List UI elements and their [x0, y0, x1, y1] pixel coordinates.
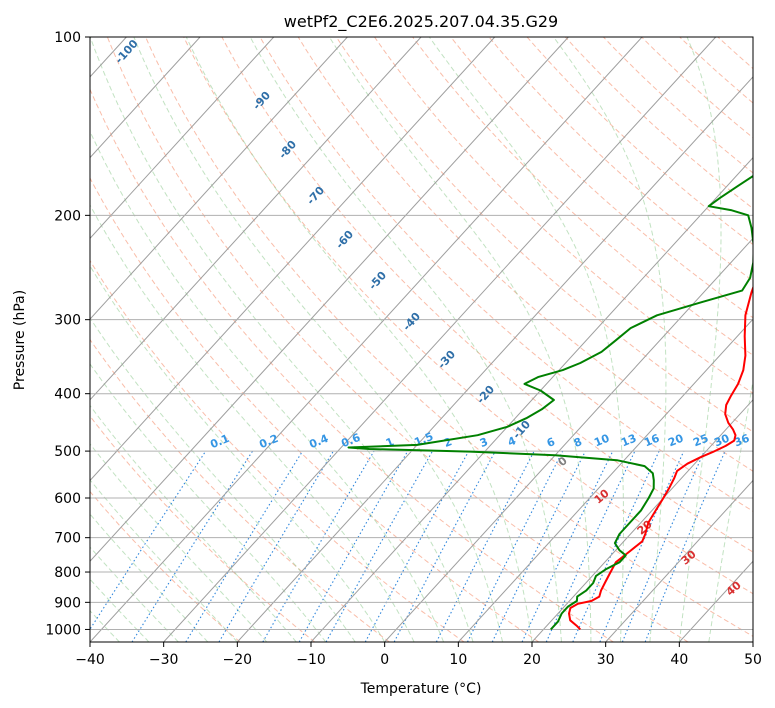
dry-adiabat — [90, 415, 316, 642]
mixing-ratio-label: 1 — [384, 435, 396, 450]
y-tick-label: 400 — [54, 387, 81, 403]
dry-adiabat — [412, 37, 753, 356]
y-tick-label: 500 — [54, 444, 81, 460]
moist-adiabat — [428, 37, 624, 642]
moist-adiabat — [328, 37, 592, 642]
mixing-ratio-line — [621, 450, 705, 642]
moist-adiabat — [90, 479, 238, 642]
mixing-ratio-label: 3 — [478, 435, 490, 450]
moist-adiabat — [90, 546, 179, 642]
mixing-ratio-label: 2 — [442, 435, 454, 450]
moist-adiabat — [90, 264, 386, 642]
dry-adiabat — [90, 338, 390, 642]
y-tick-label: 700 — [54, 531, 81, 547]
mixing-ratio-line — [90, 450, 207, 631]
dry-adiabat — [183, 37, 753, 595]
y-tick-label: 100 — [54, 30, 81, 46]
moist-adiabat — [553, 37, 667, 642]
moist-adiabat — [708, 378, 753, 642]
dry-adiabat — [90, 88, 614, 642]
moist-adiabat — [249, 37, 562, 642]
x-tick-label: −30 — [149, 652, 179, 668]
moist-adiabat — [90, 204, 415, 642]
isotherm — [90, 37, 275, 240]
axis-ticks: −40 −30 −20 −10 0 10 20 30 40 50 100 200 300 400 500 60… — [45, 30, 762, 668]
dry-adiabat — [335, 37, 753, 433]
mixing-ratio-label: 16 — [642, 432, 661, 450]
x-tick-label: 0 — [380, 652, 389, 668]
dry-adiabat — [106, 37, 689, 642]
mixing-ratio-line — [325, 450, 433, 642]
moist-adiabat — [678, 37, 722, 642]
mixing-ratio-line — [572, 450, 660, 642]
moist-adiabat — [90, 578, 150, 642]
x-tick-label: −40 — [75, 652, 105, 668]
dewpoint-profile-line — [347, 174, 753, 631]
mixing-ratio-line — [185, 450, 304, 642]
dry-adiabat — [297, 37, 753, 472]
mixing-ratio-line — [131, 450, 254, 642]
moist-adiabat — [133, 37, 503, 642]
y-tick-label: 600 — [54, 491, 81, 507]
mixing-ratio-line — [467, 450, 564, 642]
profile-lines — [347, 174, 753, 631]
x-tick-label: 20 — [523, 652, 541, 668]
y-tick-label: 300 — [54, 313, 81, 329]
mixing-ratio-label: 36 — [732, 432, 751, 450]
isotherm — [90, 37, 496, 482]
dry-adiabat — [221, 37, 753, 553]
y-tick-label: 200 — [54, 208, 81, 224]
mixing-ratio-line — [393, 450, 496, 642]
isotherm — [90, 37, 422, 401]
y-tick-label: 800 — [54, 565, 81, 581]
x-tick-label: 40 — [670, 652, 688, 668]
moist-adiabat — [90, 317, 356, 642]
isotherm — [236, 76, 753, 642]
moist-adiabat — [185, 37, 533, 642]
x-axis-label: Temperature (°C) — [360, 681, 482, 697]
mixing-ratio-label: 10 — [592, 432, 611, 450]
mixing-ratio-label: 13 — [619, 432, 638, 450]
isotherm — [90, 37, 569, 563]
isotherm — [90, 37, 643, 642]
y-tick-label: 1000 — [45, 622, 81, 638]
isotherm — [531, 399, 753, 642]
x-tick-label: 10 — [449, 652, 467, 668]
isotherm — [90, 37, 348, 320]
moist-adiabat — [90, 443, 268, 642]
mixing-ratio-line — [364, 450, 470, 642]
temperature-profile-line — [568, 285, 753, 631]
moist-adiabat — [90, 513, 209, 642]
moist-adiabat — [90, 404, 297, 642]
y-axis-label: Pressure (hPa) — [12, 290, 28, 390]
moist-adiabat — [90, 37, 474, 642]
x-tick-label: 50 — [744, 652, 762, 668]
mixing-ratio-label: 8 — [572, 435, 584, 450]
plot-frame — [89, 36, 754, 643]
mixing-ratio-label: 20 — [666, 432, 685, 450]
isotherm — [605, 479, 753, 642]
chart-title: wetPf2_C2E6.2025.207.04.35.G29 — [284, 12, 558, 32]
isotherm — [90, 37, 201, 159]
moist-adiabat — [90, 130, 445, 642]
mixing-ratio-line — [599, 450, 685, 642]
x-tick-label: −20 — [223, 652, 253, 668]
y-tick-label: 900 — [54, 595, 81, 611]
dry-adiabat — [90, 259, 465, 642]
isotherm — [457, 318, 753, 642]
isotherm — [310, 156, 753, 642]
isotherm — [384, 237, 753, 642]
background-lines — [90, 37, 753, 642]
dry-adiabat — [90, 177, 540, 642]
dry-adiabat — [259, 37, 753, 512]
mixing-ratio-label: 25 — [691, 432, 710, 450]
isotherm — [163, 37, 717, 642]
x-tick-label: −10 — [296, 652, 326, 668]
x-tick-label: 30 — [597, 652, 615, 668]
